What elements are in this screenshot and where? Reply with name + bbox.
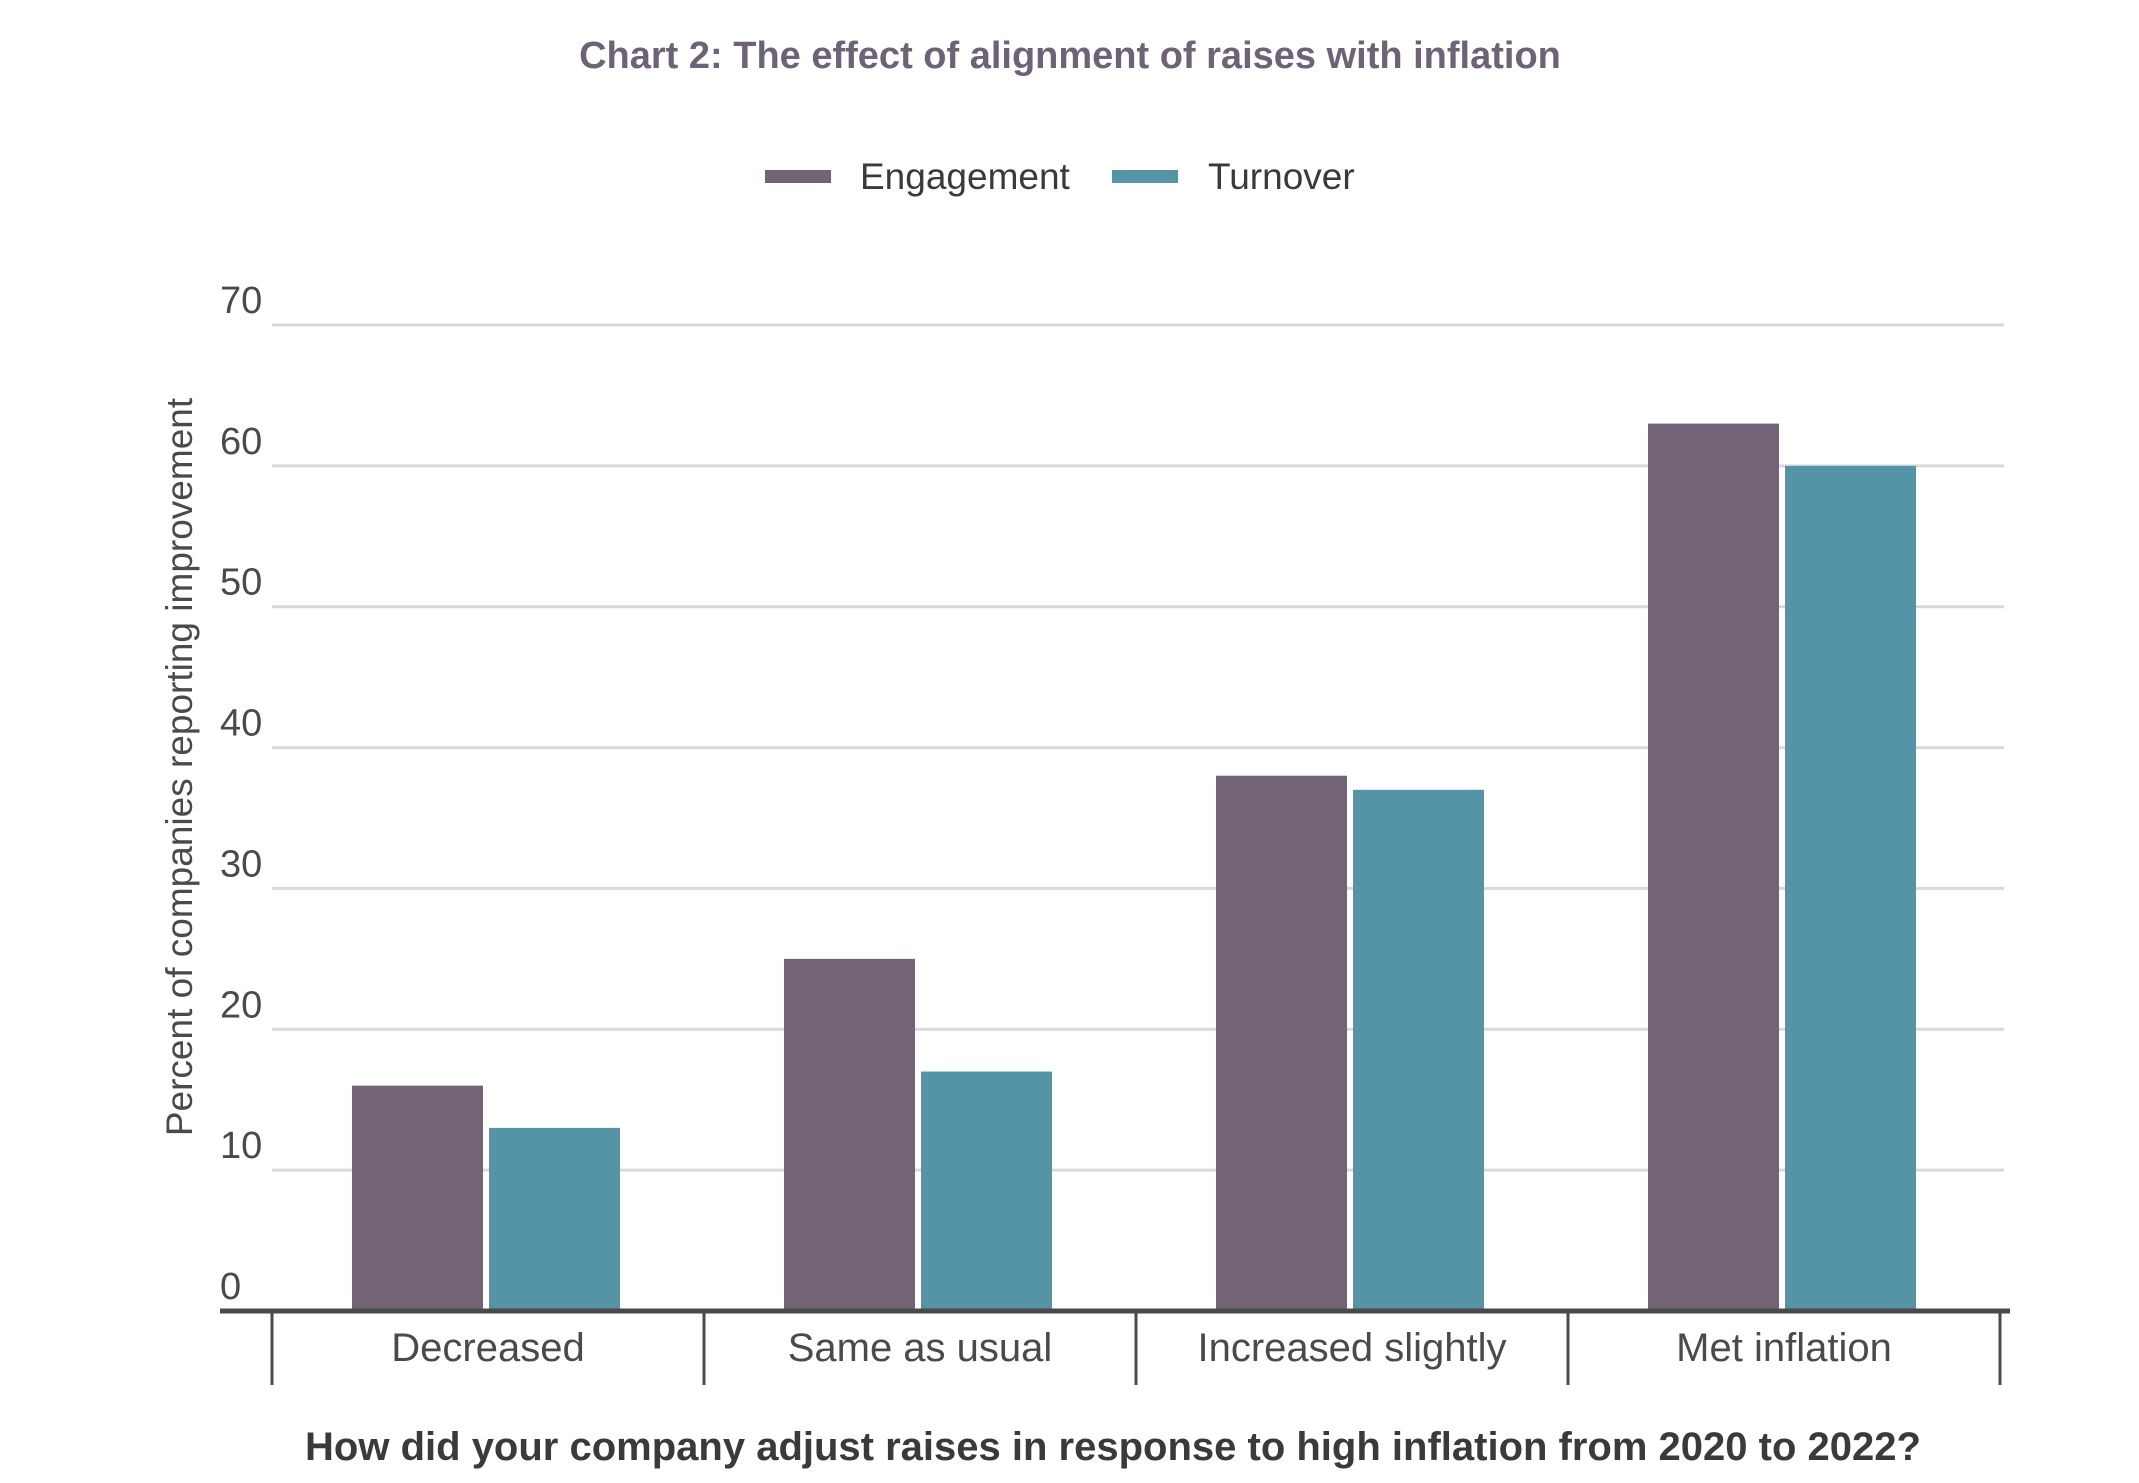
legend-swatch-turnover [1112, 170, 1178, 183]
legend-label-turnover: Turnover [1208, 156, 1355, 197]
x-tick-label: Same as usual [788, 1326, 1053, 1370]
bar-turnover-3 [1785, 465, 1916, 1311]
legend-label-engagement: Engagement [860, 156, 1071, 197]
y-tick-label: 20 [220, 984, 262, 1026]
y-tick-label: 60 [220, 421, 262, 463]
x-axis-categories: Decreased Same as usual Increased slightly… [270, 1311, 2002, 1385]
bar-turnover-2 [1353, 789, 1484, 1311]
y-tick-label: 70 [220, 280, 262, 322]
y-tick-label: 30 [220, 843, 262, 885]
x-axis-label: How did your company adjust raises in re… [305, 1425, 1921, 1469]
bar-engagement-2 [1216, 775, 1347, 1311]
y-axis-label: Percent of companies reporting improveme… [159, 397, 200, 1136]
chart-title: Chart 2: The effect of alignment of rais… [579, 35, 1561, 77]
x-tick-label: Increased slightly [1197, 1326, 1506, 1370]
bar-turnover-0 [489, 1127, 620, 1311]
y-tick-label: 40 [220, 703, 262, 745]
chart-legend: Engagement Turnover [765, 156, 1355, 197]
y-tick-label: 50 [220, 562, 262, 604]
bar-engagement-0 [352, 1085, 483, 1311]
x-tick-label: Met inflation [1676, 1326, 1892, 1370]
y-axis-ticks: 0 10 20 30 40 50 60 70 [220, 280, 262, 1308]
x-tick-label: Decreased [391, 1326, 584, 1370]
bars [352, 423, 1916, 1312]
bar-engagement-3 [1648, 423, 1779, 1312]
legend-swatch-engagement [765, 170, 831, 183]
bar-engagement-1 [784, 958, 915, 1311]
y-tick-label: 10 [220, 1125, 262, 1167]
bar-turnover-1 [921, 1071, 1052, 1311]
y-tick-label: 0 [220, 1266, 241, 1308]
